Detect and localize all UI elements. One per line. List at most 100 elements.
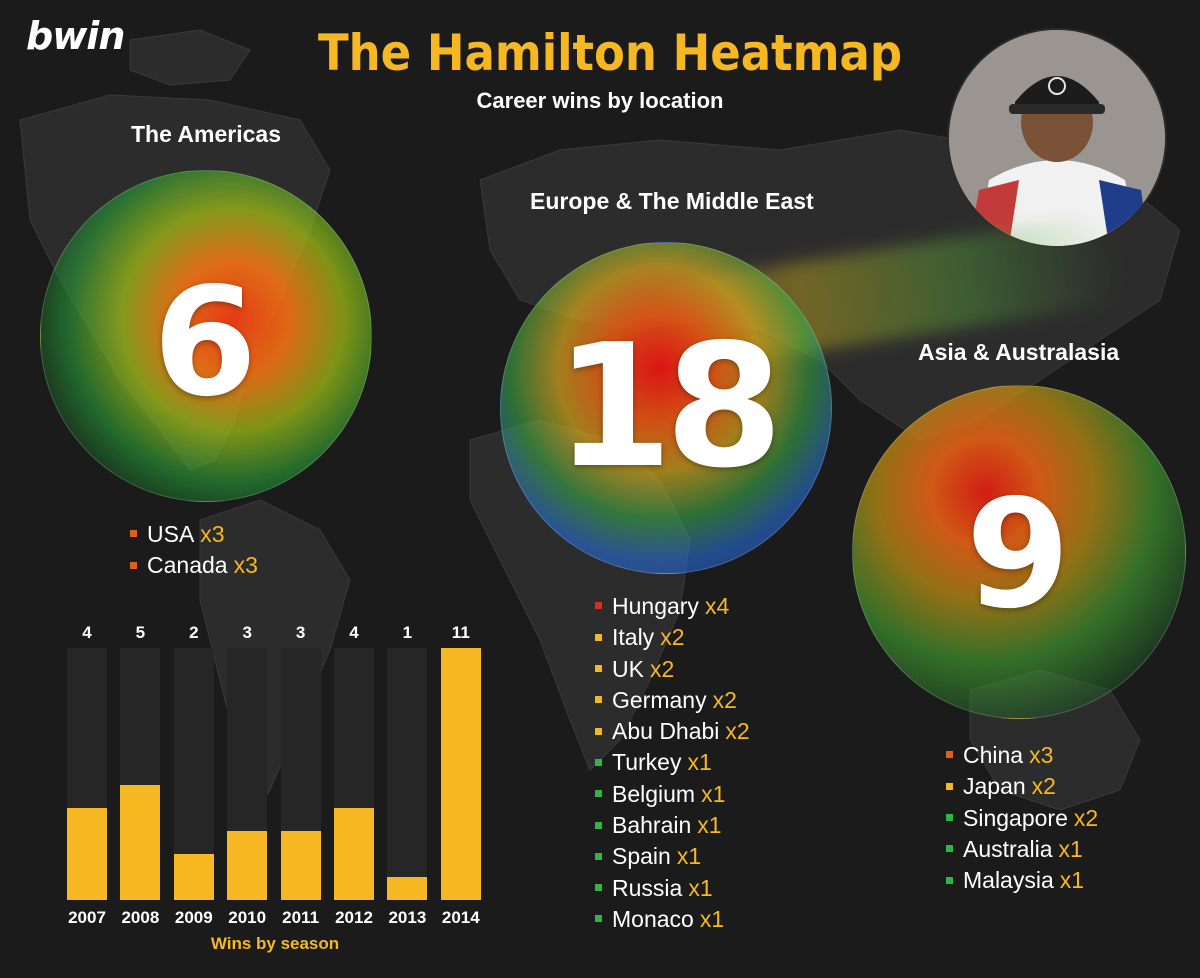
- driver-photo-illustration: [949, 30, 1165, 246]
- win-place: Singapore: [963, 804, 1068, 831]
- win-count: x2: [649, 655, 675, 682]
- wins-list-asia: China x3 Japan x2 Singapore x2 Australia x1 Mala…: [946, 740, 1098, 896]
- win-place: China: [963, 742, 1024, 768]
- win-item: USA x3: [130, 519, 258, 550]
- win-count: x1: [687, 749, 712, 776]
- win-item: Germany x2: [595, 685, 750, 716]
- win-count: x3: [200, 521, 225, 547]
- bullet-square-icon: [595, 665, 602, 673]
- win-item: Malaysia x1: [946, 865, 1098, 896]
- bar-value-label: 5: [135, 623, 146, 642]
- region-label-asia: Asia & Australasia: [918, 339, 1120, 365]
- heat-circle-americas: [40, 170, 372, 502]
- win-place: Belgium: [612, 780, 696, 807]
- bar: [334, 808, 374, 900]
- win-place: Italy: [612, 624, 655, 651]
- win-count: x1: [701, 780, 726, 807]
- wins-list-europe: Hungary x4 Italy x2 UK x2 Germany x2 Abu Dhabi x2…: [595, 591, 750, 935]
- win-item: Japan x2: [946, 771, 1098, 802]
- bullet-square-icon: [595, 884, 602, 892]
- win-item: Belgium x1: [595, 779, 750, 810]
- driver-photo: [947, 28, 1167, 248]
- win-count: x1: [699, 905, 725, 932]
- bullet-square-icon: [130, 561, 137, 569]
- win-item: Spain x1: [595, 841, 750, 872]
- bullet-square-icon: [595, 915, 602, 923]
- bullet-square-icon: [946, 876, 953, 884]
- win-place: Germany: [612, 686, 707, 713]
- win-place: Turkey: [612, 749, 682, 776]
- win-item: Russia x1: [595, 873, 750, 904]
- win-count: x2: [660, 624, 685, 651]
- heat-circle-asia: [852, 385, 1186, 719]
- win-place: Hungary: [612, 593, 699, 619]
- bar: [227, 831, 268, 900]
- bar-category-label: 2007: [68, 908, 106, 927]
- win-place: Malaysia: [963, 867, 1054, 894]
- bar: [387, 877, 428, 900]
- bullet-square-icon: [595, 852, 602, 860]
- win-place: Abu Dhabi: [612, 718, 720, 745]
- win-item: Turkey x1: [595, 747, 750, 778]
- bar: [440, 648, 481, 900]
- bar-value-label: 2: [189, 623, 199, 642]
- win-count: x3: [1029, 742, 1054, 768]
- win-item: China x3: [946, 740, 1098, 771]
- bar: [280, 831, 321, 900]
- win-count: x1: [676, 843, 702, 870]
- win-count: x1: [697, 812, 722, 839]
- heat-circle-europe: [500, 242, 832, 574]
- bar-category-label: 2011: [282, 908, 320, 927]
- wins-by-season-chart: 4 2007 5 2008 2 2009 3 2010 3 2011 4 2012 1 2013 11 201…: [55, 620, 495, 960]
- win-place: Monaco: [612, 905, 694, 932]
- bar-value-label: 3: [242, 623, 252, 642]
- bar-category-label: 2012: [335, 908, 373, 927]
- bullet-square-icon: [946, 782, 953, 790]
- bar: [173, 854, 214, 900]
- bar-value-label: 4: [349, 623, 359, 642]
- win-place: Russia: [612, 874, 683, 901]
- win-count: x1: [1058, 835, 1083, 862]
- win-item: UK x2: [595, 654, 750, 685]
- region-label-americas: The Americas: [131, 121, 281, 147]
- bullet-square-icon: [595, 758, 602, 766]
- win-count: x4: [704, 593, 730, 619]
- win-place: Australia: [963, 835, 1053, 862]
- wins-list-americas: USA x3 Canada x3: [130, 519, 258, 582]
- win-place: Bahrain: [612, 812, 692, 839]
- bwin-logo: bwin: [26, 14, 125, 58]
- bar-value-label: 3: [295, 623, 306, 642]
- bar: [67, 808, 107, 900]
- bar-category-label: 2009: [174, 908, 213, 927]
- win-item: Canada x3: [130, 550, 258, 581]
- page-title: The Hamilton Heatmap: [317, 24, 903, 82]
- bar-value-label: 1: [402, 623, 413, 642]
- bullet-square-icon: [595, 727, 602, 735]
- win-place: UK: [612, 655, 644, 682]
- win-count: x3: [233, 552, 258, 579]
- bar-track: [387, 648, 428, 900]
- bullet-square-icon: [946, 845, 953, 853]
- total-wins-europe: 18: [554, 308, 784, 506]
- bar-value-label: 11: [451, 623, 470, 642]
- win-count: x1: [1059, 867, 1085, 894]
- bar-category-label: 2010: [228, 908, 267, 927]
- bar-category-label: 2013: [388, 908, 427, 927]
- bar-value-label: 4: [82, 623, 92, 642]
- win-count: x1: [688, 874, 713, 901]
- chart-x-axis-label: Wins by season: [210, 934, 340, 953]
- bullet-square-icon: [595, 821, 602, 829]
- bar-category-label: 2014: [441, 908, 480, 927]
- win-item: Italy x2: [595, 622, 750, 653]
- total-wins-asia: 9: [965, 468, 1071, 642]
- bullet-square-icon: [130, 530, 137, 538]
- bullet-square-icon: [946, 814, 953, 822]
- win-item: Singapore x2: [946, 803, 1098, 834]
- win-count: x2: [712, 686, 737, 713]
- win-item: Bahrain x1: [595, 810, 750, 841]
- win-place: Japan: [963, 773, 1026, 800]
- bullet-square-icon: [595, 696, 602, 704]
- region-label-europe: Europe & The Middle East: [530, 188, 814, 214]
- bar-category-label: 2008: [121, 908, 160, 927]
- win-item: Australia x1: [946, 834, 1098, 865]
